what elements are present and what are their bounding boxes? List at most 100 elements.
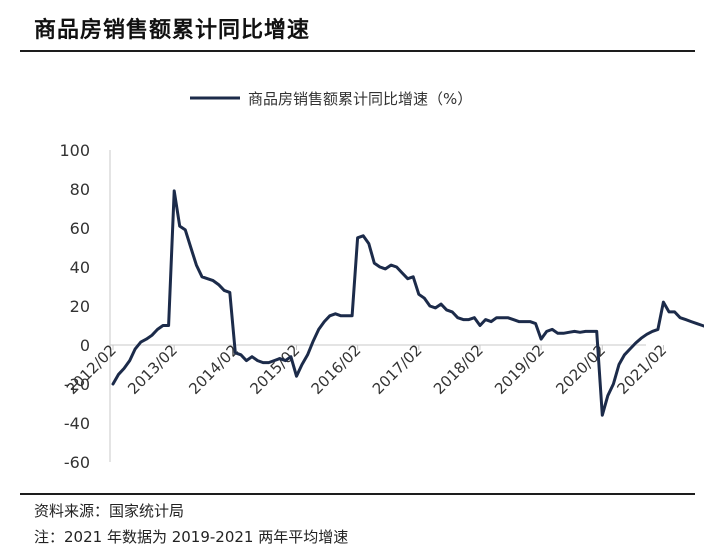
data-point [279, 357, 281, 359]
plot-area [111, 189, 704, 417]
data-point [245, 359, 247, 361]
data-point [256, 359, 258, 361]
data-point [451, 311, 453, 313]
legend-label: 商品房销售额累计同比增速（%） [248, 90, 472, 108]
data-point [229, 291, 231, 293]
data-point [596, 330, 598, 332]
x-tick-label: 2012/02 [63, 341, 120, 398]
y-tick-label: -20 [64, 375, 90, 394]
data-point [156, 328, 158, 330]
data-point [495, 317, 497, 319]
data-point [151, 334, 153, 336]
data-point [190, 246, 192, 248]
data-point [401, 272, 403, 274]
data-point [484, 318, 486, 320]
data-point [507, 317, 509, 319]
data-point [534, 322, 536, 324]
data-point [457, 317, 459, 319]
data-point [618, 363, 620, 365]
y-tick-label: -40 [64, 414, 90, 433]
data-point [584, 330, 586, 332]
x-tick-label: 2017/02 [369, 341, 426, 398]
data-point [234, 352, 236, 354]
data-point [512, 318, 514, 320]
data-point [601, 414, 603, 416]
data-point [379, 266, 381, 268]
x-tick-label: 2019/02 [491, 341, 548, 398]
data-point [518, 320, 520, 322]
data-point [573, 330, 575, 332]
data-point [679, 317, 681, 319]
data-point [590, 330, 592, 332]
data-point [318, 328, 320, 330]
data-point [223, 289, 225, 291]
data-point [551, 328, 553, 330]
data-point [112, 383, 114, 385]
y-tick-label: 40 [70, 258, 90, 277]
data-point [568, 331, 570, 333]
y-axis: 100 80 60 40 20 0 -20 -40 -60 [59, 141, 111, 472]
data-point [162, 324, 164, 326]
data-point [640, 337, 642, 339]
data-point [340, 315, 342, 317]
data-point [701, 324, 703, 326]
data-point [685, 318, 687, 320]
data-point [284, 359, 286, 361]
data-point [529, 320, 531, 322]
data-point [117, 373, 119, 375]
data-point [290, 356, 292, 358]
data-point [179, 225, 181, 227]
data-point [368, 242, 370, 244]
data-point [356, 237, 358, 239]
data-point [373, 262, 375, 264]
data-point [501, 317, 503, 319]
x-axis: 2012/02 2013/02 2014/02 2015/02 2016/02 2017/… [63, 341, 670, 398]
data-point [323, 320, 325, 322]
data-point [362, 235, 364, 237]
data-point [167, 324, 169, 326]
data-point [634, 342, 636, 344]
data-point [217, 283, 219, 285]
data-point [629, 348, 631, 350]
data-point [395, 266, 397, 268]
data-point [262, 361, 264, 363]
data-point [490, 320, 492, 322]
data-point [412, 276, 414, 278]
data-point [145, 338, 147, 340]
data-point [123, 367, 125, 369]
data-point [434, 307, 436, 309]
data-point [651, 330, 653, 332]
y-tick-label: 0 [80, 336, 90, 355]
y-tick-label: 100 [59, 141, 90, 160]
x-tick-label: 2021/02 [613, 341, 670, 398]
data-point [523, 320, 525, 322]
data-point [306, 354, 308, 356]
data-point [273, 359, 275, 361]
bottom-divider [20, 493, 695, 495]
data-point [429, 305, 431, 307]
data-point [657, 328, 659, 330]
data-point [423, 297, 425, 299]
series-line [111, 189, 704, 417]
data-point [173, 190, 175, 192]
data-point [206, 278, 208, 280]
y-tick-label: 80 [70, 180, 90, 199]
data-point [418, 293, 420, 295]
data-point [646, 333, 648, 335]
data-point [334, 313, 336, 315]
x-tick-label: 2018/02 [430, 341, 487, 398]
data-point [540, 338, 542, 340]
legend: 商品房销售额累计同比增速（%） [190, 90, 472, 108]
y-tick-label: 20 [70, 297, 90, 316]
data-point [329, 315, 331, 317]
data-point [390, 264, 392, 266]
y-tick-label: -60 [64, 453, 90, 472]
data-point [201, 276, 203, 278]
data-point [668, 311, 670, 313]
footnote: 注：2021 年数据为 2019-2021 两年平均增速 [34, 528, 349, 546]
data-point [546, 330, 548, 332]
data-point [557, 332, 559, 334]
data-point [612, 383, 614, 385]
data-point [140, 341, 142, 343]
data-point [623, 354, 625, 356]
